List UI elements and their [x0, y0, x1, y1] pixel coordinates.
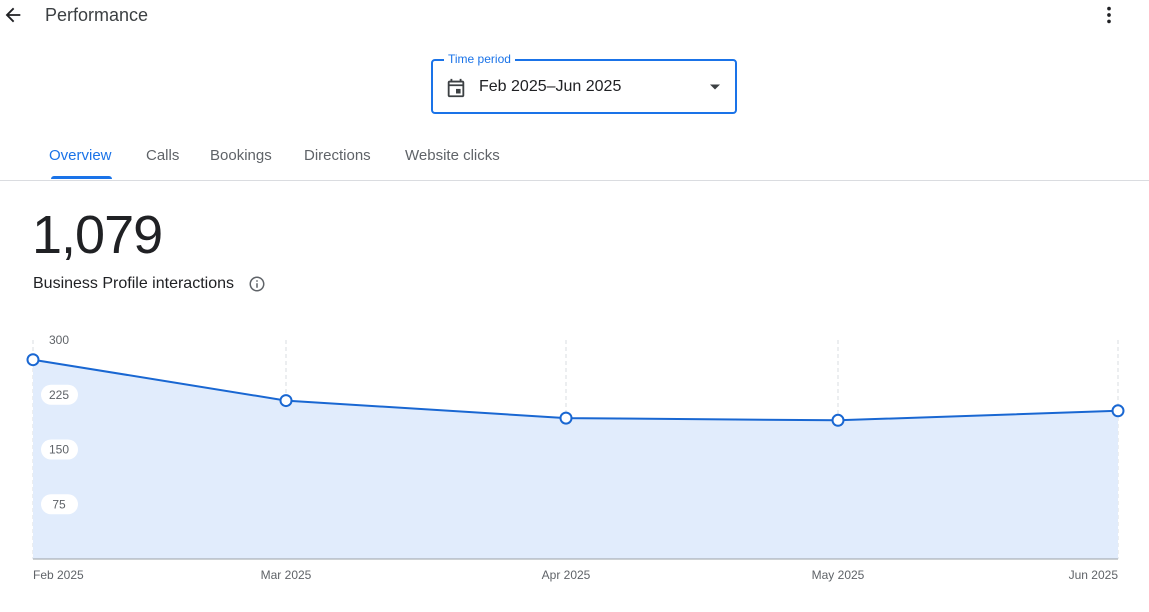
- data-point-2[interactable]: [559, 411, 573, 425]
- series-area: [33, 359, 1118, 559]
- x-tick-label-3: May 2025: [812, 568, 865, 582]
- tab-bar: Overview Calls Bookings Directions Websi…: [0, 138, 1149, 181]
- tab-bookings[interactable]: Bookings: [210, 147, 272, 164]
- tab-website-clicks[interactable]: Website clicks: [405, 147, 500, 164]
- calendar-icon: [447, 78, 465, 98]
- data-point-3[interactable]: [831, 413, 845, 427]
- top-bar: Performance: [0, 0, 1149, 34]
- y-tick-pill-225: [41, 384, 78, 405]
- x-tick-label-4: Jun 2025: [1069, 568, 1119, 582]
- y-tick-pill-75: [41, 494, 78, 515]
- page-title: Performance: [45, 5, 149, 25]
- tab-calls[interactable]: Calls: [146, 147, 180, 164]
- y-tick-label-300: 300: [49, 333, 69, 347]
- x-tick-label-1: Mar 2025: [261, 568, 312, 582]
- time-period-label: Time period: [444, 52, 515, 66]
- tab-directions[interactable]: Directions: [304, 147, 371, 164]
- x-tick-label-2: Apr 2025: [542, 568, 591, 582]
- more-vert-icon[interactable]: [1098, 4, 1120, 26]
- y-tick-label-75: 75: [52, 497, 66, 511]
- active-tab-indicator: [51, 176, 112, 179]
- time-period-select[interactable]: Time period Feb 2025–Jun 2025: [431, 52, 737, 114]
- metric-label: Business Profile interactions: [33, 275, 234, 292]
- info-icon[interactable]: [248, 275, 266, 293]
- tab-overview[interactable]: Overview: [49, 147, 112, 164]
- data-point-0[interactable]: [26, 353, 40, 367]
- back-arrow-icon[interactable]: [2, 4, 24, 26]
- y-tick-label-225: 225: [49, 388, 69, 402]
- dropdown-arrow-icon: [710, 84, 720, 90]
- y-tick-label-150: 150: [49, 443, 69, 457]
- interactions-chart: 75 150 225 300 Feb 2025 Mar 2025 Apr 2025 May …: [26, 333, 1125, 582]
- y-tick-pill-150: [41, 439, 78, 460]
- total-interactions-value: 1,079: [32, 205, 163, 265]
- data-point-1[interactable]: [279, 394, 293, 408]
- x-tick-label-0: Feb 2025: [33, 568, 84, 582]
- data-point-4[interactable]: [1111, 404, 1125, 418]
- time-period-value: Feb 2025–Jun 2025: [479, 78, 622, 95]
